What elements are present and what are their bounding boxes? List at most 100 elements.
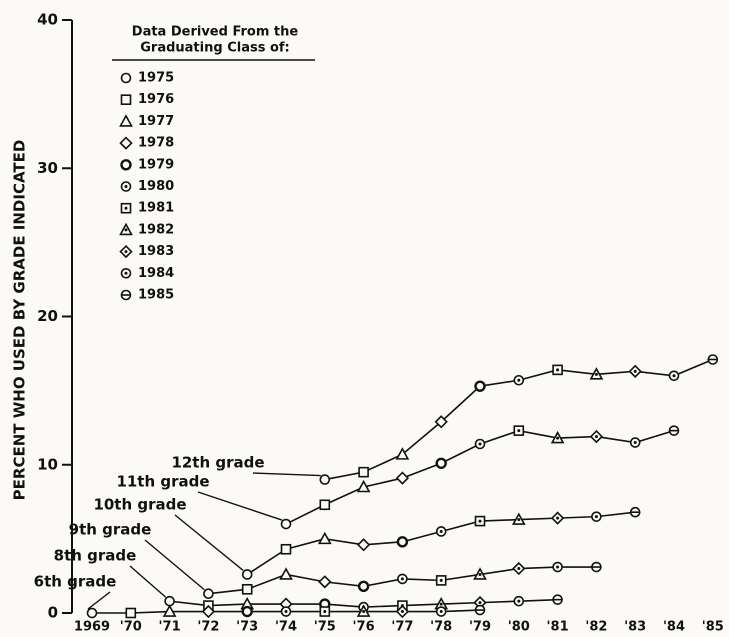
leader-line: [129, 565, 167, 598]
marker-part: [395, 447, 410, 460]
marker: [474, 515, 486, 527]
marker: [319, 499, 331, 511]
marker-part: [594, 372, 598, 376]
marker-part: [120, 72, 132, 84]
x-tick-label: '84: [663, 620, 685, 635]
marker-part: [317, 531, 332, 545]
legend-label: 1984: [138, 266, 174, 281]
marker-part: [633, 369, 637, 373]
x-tick-label: '81: [547, 620, 569, 635]
marker: [317, 531, 332, 545]
marker-part: [280, 518, 292, 530]
marker: [395, 471, 410, 485]
marker: [474, 604, 486, 616]
legend-label: 1977: [138, 114, 174, 129]
marker-part: [280, 543, 292, 555]
marker: [396, 536, 409, 548]
marker: [434, 415, 448, 429]
marker: [591, 511, 602, 522]
marker-part: [517, 378, 521, 382]
marker-part: [120, 159, 132, 171]
marker: [356, 479, 371, 493]
marker-part: [203, 588, 214, 600]
marker-part: [124, 271, 128, 275]
marker-part: [284, 610, 288, 614]
marker: [550, 511, 565, 525]
grade-label: 6th grade: [34, 573, 117, 591]
x-tick-label: '74: [275, 620, 297, 635]
x-tick-label: 1969: [74, 620, 110, 635]
marker: [125, 607, 137, 619]
marker: [552, 594, 563, 605]
marker-part: [672, 374, 676, 378]
marker-part: [125, 607, 137, 619]
marker: [513, 425, 525, 436]
marker: [120, 94, 132, 105]
marker-part: [478, 442, 482, 446]
marker-part: [556, 368, 560, 372]
marker-part: [517, 599, 521, 603]
marker-part: [319, 499, 331, 511]
marker-part: [556, 516, 560, 520]
legend-title: Graduating Class of:: [140, 41, 290, 56]
marker: [356, 538, 371, 552]
marker: [511, 512, 526, 525]
marker: [119, 244, 133, 259]
marker-part: [124, 228, 128, 232]
x-tick-label: '83: [624, 620, 646, 635]
marker-part: [594, 435, 598, 439]
marker: [629, 506, 641, 518]
marker: [120, 159, 132, 171]
marker-part: [86, 607, 98, 619]
x-tick-label: '82: [585, 620, 607, 635]
grade-label: 8th grade: [54, 547, 137, 565]
marker-part: [358, 466, 369, 478]
marker-part: [478, 601, 482, 605]
legend-label: 1983: [138, 244, 174, 259]
marker: [119, 136, 133, 150]
marker: [119, 114, 133, 127]
marker-part: [439, 578, 443, 582]
marker: [628, 364, 642, 378]
marker: [162, 604, 177, 617]
marker: [201, 604, 216, 619]
marker-part: [556, 565, 560, 569]
marker-part: [124, 206, 128, 210]
marker-part: [633, 441, 637, 445]
marker-part: [556, 436, 560, 440]
marker: [319, 606, 331, 617]
marker-part: [241, 569, 253, 580]
marker: [707, 354, 719, 365]
marker-part: [124, 250, 128, 254]
marker-part: [478, 572, 482, 576]
marker: [120, 72, 132, 84]
leader-line: [197, 491, 283, 521]
marker-part: [517, 567, 521, 571]
x-tick-label: '76: [353, 620, 375, 635]
marker-part: [279, 567, 293, 580]
marker: [120, 289, 132, 301]
marker: [164, 595, 175, 607]
marker: [358, 466, 369, 478]
grade-label: 9th grade: [69, 521, 152, 539]
leader-line: [252, 472, 321, 477]
marker: [241, 583, 253, 595]
marker-part: [356, 538, 371, 552]
marker-part: [356, 479, 371, 493]
leader-line: [144, 539, 205, 591]
x-tick-label: '71: [159, 620, 181, 635]
marker: [474, 380, 486, 392]
x-tick-label: '77: [391, 620, 413, 635]
marker-part: [124, 185, 128, 188]
y-tick-label: 30: [37, 159, 58, 177]
marker-part: [396, 536, 409, 548]
marker: [668, 425, 680, 436]
legend-label: 1985: [138, 288, 174, 303]
marker-part: [517, 518, 521, 522]
marker-part: [395, 471, 410, 485]
marker: [589, 367, 604, 380]
marker-part: [323, 610, 327, 614]
marker: [280, 606, 292, 617]
marker: [395, 447, 410, 460]
